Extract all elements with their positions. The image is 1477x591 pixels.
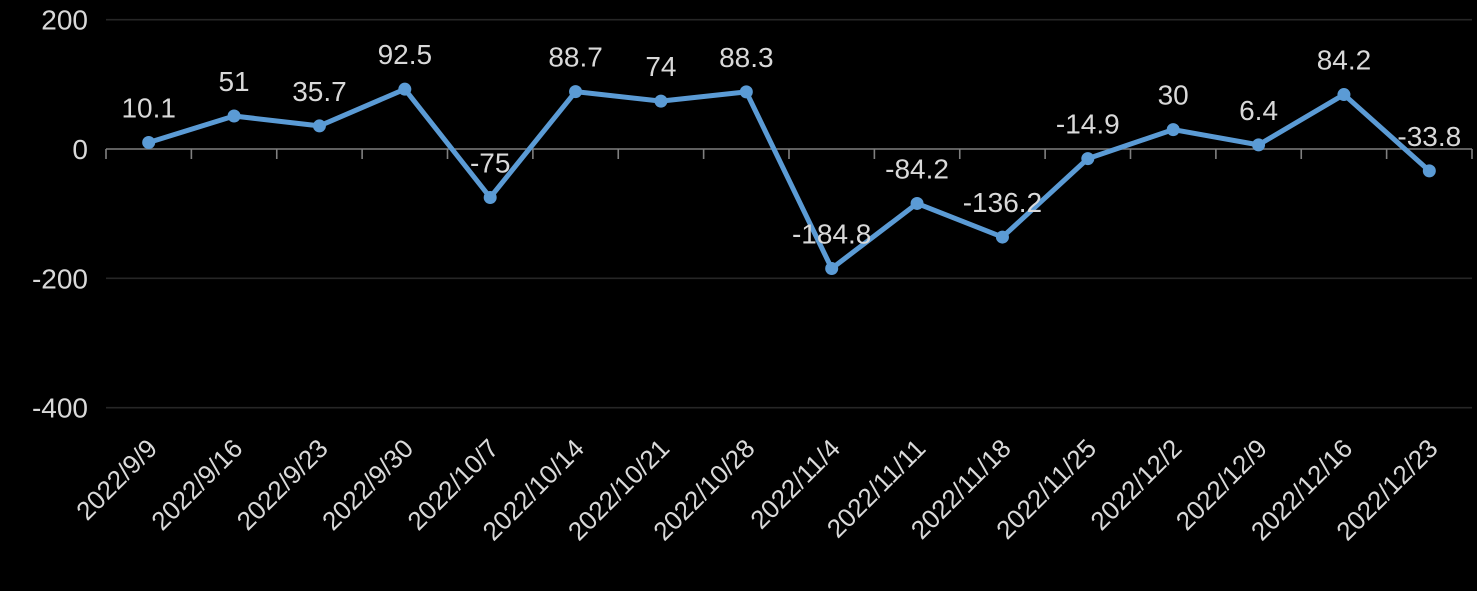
data-point-marker <box>227 109 241 123</box>
data-point-marker <box>910 196 924 210</box>
data-point-label: -14.9 <box>1056 109 1120 140</box>
data-point-label: -184.8 <box>792 219 871 250</box>
data-point-label: 88.7 <box>548 42 603 73</box>
y-axis-tick-label: -400 <box>32 393 88 424</box>
data-point-marker <box>569 85 583 99</box>
data-point-label: 51 <box>218 66 249 97</box>
data-point-label: 84.2 <box>1317 45 1372 76</box>
data-point-marker <box>312 119 326 133</box>
data-point-marker <box>1252 138 1266 152</box>
data-point-marker <box>1422 164 1436 178</box>
data-point-marker <box>483 190 497 204</box>
data-point-marker <box>142 135 156 149</box>
data-point-label: 35.7 <box>292 76 347 107</box>
data-point-label: 88.3 <box>719 42 774 73</box>
data-point-marker <box>1081 152 1095 166</box>
data-point-label: 30 <box>1158 80 1189 111</box>
data-point-label: 92.5 <box>378 39 433 70</box>
y-axis-tick-label: 0 <box>72 134 88 165</box>
data-point-marker <box>739 85 753 99</box>
series-line <box>146 86 1432 272</box>
data-point-label: -136.2 <box>963 187 1042 218</box>
data-point-marker <box>995 230 1009 244</box>
data-point-label: -84.2 <box>885 153 949 184</box>
y-axis-tick-label: -200 <box>32 263 88 294</box>
data-point-label: -75 <box>470 147 510 178</box>
data-point-label: -33.8 <box>1397 121 1461 152</box>
y-axis-tick-label: 200 <box>41 5 88 36</box>
data-point-marker <box>1166 123 1180 137</box>
data-point-marker <box>825 262 839 276</box>
data-point-label: 6.4 <box>1239 95 1278 126</box>
data-point-marker <box>398 82 412 96</box>
data-point-label: 74 <box>645 51 676 82</box>
data-point-label: 10.1 <box>121 92 176 123</box>
data-point-marker <box>1337 88 1351 102</box>
data-point-marker <box>654 94 668 108</box>
